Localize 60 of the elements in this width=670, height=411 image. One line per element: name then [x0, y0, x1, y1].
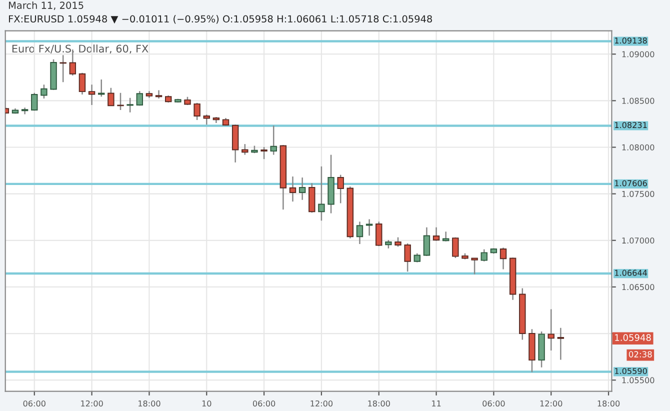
x-tick-label: 18:00	[138, 400, 160, 407]
text: 02:38	[628, 351, 652, 358]
candlestick	[548, 308, 554, 352]
x-tick-label: 11	[432, 400, 441, 406]
candlestick	[126, 97, 134, 113]
ref-line-label: 1.05590	[615, 368, 647, 374]
x-tick-label: 12:00	[310, 400, 333, 407]
y-tick-label: 1.08500	[622, 98, 654, 104]
candlestick	[452, 236, 459, 259]
chart-subtitle: FX:EURUSD 1.05948 ▼ −0.01011 (−0.95%) O:1.05958 H:1.06061 L:1.05718 C:1.05948	[8, 15, 432, 24]
candlestick	[203, 114, 210, 126]
candlestick	[471, 257, 478, 275]
y-tick-label: 1.07500	[622, 190, 654, 197]
x-tick-label: 12:00	[81, 400, 103, 407]
candlestick	[78, 72, 86, 96]
y-tick-label: 1.05500	[622, 377, 654, 384]
y-tick-label: 1.08000	[622, 144, 654, 150]
ref-line-label: 1.09138	[615, 38, 647, 44]
candlestick	[98, 78, 105, 98]
candlestick	[270, 125, 277, 156]
candlestick	[557, 327, 564, 360]
candlestick	[442, 231, 450, 242]
x-tick-label: 06:00	[482, 400, 505, 407]
x-tick-label: 18:00	[368, 400, 390, 407]
x-tick-label: 06:00	[23, 400, 46, 407]
y-tick-label: 1.09000	[622, 51, 654, 58]
text: March 11, 2015	[8, 1, 84, 10]
ref-line-label: 1.06644	[615, 270, 647, 276]
candlestick	[136, 90, 143, 106]
candlestick	[337, 174, 344, 204]
candlestick	[31, 92, 38, 112]
x-tick-label: 18:00	[598, 400, 620, 407]
candlestick	[366, 218, 373, 236]
y-tick-label: 1.06500	[622, 284, 654, 290]
candlestick	[108, 87, 114, 107]
candlestick	[394, 236, 402, 248]
x-tick-label: 06:00	[252, 400, 276, 407]
candlestick	[423, 226, 430, 257]
candlestick	[242, 143, 248, 156]
x-tick-label: 12:00	[540, 400, 562, 407]
candlestick	[194, 102, 200, 121]
candlestick	[40, 84, 48, 100]
candlestick	[404, 242, 411, 272]
candlestick	[155, 90, 162, 100]
candlestick	[318, 166, 325, 222]
ref-line-label: 1.07606	[615, 180, 647, 186]
candlestick	[298, 176, 306, 200]
candlestick	[88, 84, 96, 106]
candlestick	[289, 176, 296, 202]
y-tick-label: 1.07000	[622, 237, 654, 244]
candlestick	[432, 226, 440, 242]
annotation: 1.05948	[615, 334, 651, 341]
x-tick-label: 10	[202, 400, 212, 407]
text: Euro Fx/U.S. Dollar, 60, FX	[12, 44, 148, 54]
candlestick	[480, 248, 488, 262]
ref-line-label: 1.08231	[615, 122, 647, 128]
candlestick	[376, 221, 382, 247]
candlestick	[260, 146, 268, 160]
candlestick	[356, 221, 364, 245]
candlestick	[500, 247, 507, 270]
